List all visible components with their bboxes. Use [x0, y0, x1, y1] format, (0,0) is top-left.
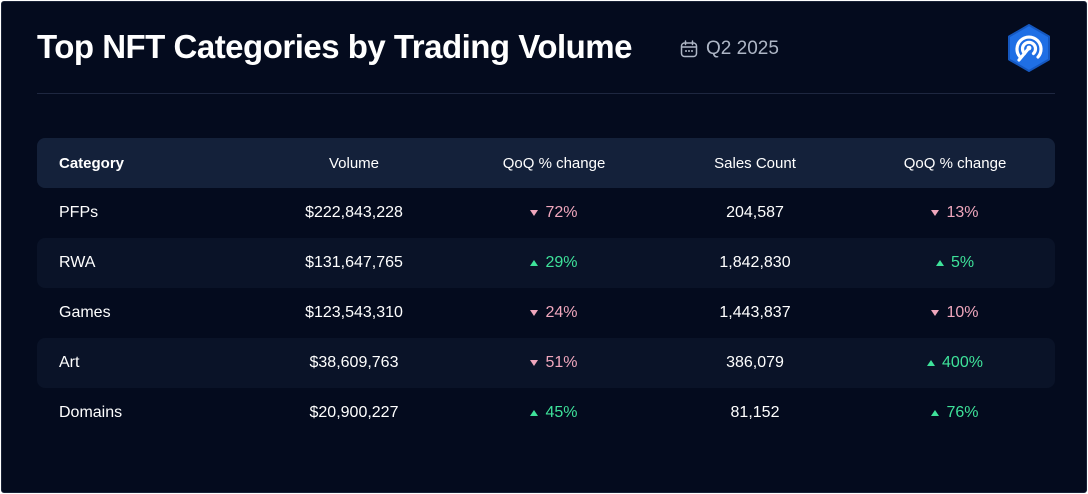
table-row: Games $123,543,310 24% 1,443,837 10%	[37, 288, 1055, 338]
volume-change-cell: 24%	[454, 288, 654, 338]
category-cell: Art	[59, 354, 80, 371]
triangle-down-icon	[530, 210, 539, 216]
volume-cell: $38,609,763	[309, 354, 399, 371]
change-value: 400%	[942, 354, 983, 371]
category-cell: Domains	[59, 404, 123, 421]
change-down: 10%	[931, 304, 979, 322]
change-value: 5%	[950, 254, 975, 271]
sales-change-cell: 76%	[855, 388, 1055, 438]
change-up: 76%	[931, 404, 979, 422]
column-header-volume-change: QoQ % change	[502, 154, 606, 172]
volume-change-cell: 51%	[454, 338, 654, 388]
change-value: 10%	[946, 304, 979, 321]
table-row: Domains $20,900,227 45% 81,152 76%	[37, 388, 1055, 438]
triangle-up-icon	[530, 260, 539, 266]
triangle-up-icon	[530, 410, 539, 416]
sales-count-cell: 1,443,837	[719, 304, 791, 321]
sales-count-cell: 204,587	[726, 204, 784, 221]
header-divider	[37, 93, 1055, 94]
column-header-volume: Volume	[328, 154, 380, 172]
period-text: Q2 2025	[706, 38, 779, 59]
sales-count-cell: 81,152	[730, 404, 780, 421]
change-up: 45%	[530, 404, 578, 422]
change-down: 72%	[530, 204, 578, 222]
category-cell: PFPs	[59, 204, 99, 221]
period-label: Q2 2025	[680, 38, 779, 60]
volume-cell: $222,843,228	[305, 204, 403, 221]
table-header-row: Category Volume QoQ % change Sales Count…	[37, 138, 1055, 188]
table-row: Art $38,609,763 51% 386,079 400%	[37, 338, 1055, 388]
change-value: 13%	[946, 204, 979, 221]
triangle-down-icon	[530, 360, 539, 366]
sales-change-cell: 5%	[855, 238, 1055, 288]
triangle-down-icon	[530, 310, 539, 316]
brand-logo-icon	[1004, 23, 1054, 78]
change-up: 400%	[927, 354, 983, 372]
table-row: RWA $131,647,765 29% 1,842,830 5%	[37, 238, 1055, 288]
column-header-category: Category	[59, 154, 125, 172]
categories-table: Category Volume QoQ % change Sales Count…	[37, 138, 1055, 438]
volume-change-cell: 72%	[454, 188, 654, 238]
sales-change-cell: 400%	[855, 338, 1055, 388]
category-cell: Games	[59, 304, 111, 321]
calendar-icon	[680, 40, 698, 58]
change-value: 24%	[545, 304, 578, 321]
column-header-sales-change: QoQ % change	[903, 154, 1007, 172]
change-value: 29%	[545, 254, 578, 271]
volume-change-cell: 29%	[454, 238, 654, 288]
triangle-up-icon	[927, 360, 936, 366]
change-up: 5%	[935, 254, 975, 272]
sales-count-cell: 386,079	[726, 354, 784, 371]
column-header-sales-count: Sales Count	[714, 154, 796, 172]
change-value: 72%	[545, 204, 578, 221]
volume-cell: $131,647,765	[305, 254, 403, 271]
change-down: 24%	[530, 304, 578, 322]
sales-change-cell: 10%	[855, 288, 1055, 338]
volume-change-cell: 45%	[454, 388, 654, 438]
volume-cell: $20,900,227	[309, 404, 399, 421]
change-down: 13%	[931, 204, 979, 222]
table-row: PFPs $222,843,228 72% 204,587 13%	[37, 188, 1055, 238]
change-down: 51%	[530, 354, 578, 372]
triangle-up-icon	[931, 410, 940, 416]
change-value: 51%	[545, 354, 578, 371]
triangle-up-icon	[935, 260, 944, 266]
change-value: 45%	[545, 404, 578, 421]
sales-count-cell: 1,842,830	[719, 254, 791, 271]
triangle-down-icon	[931, 210, 940, 216]
change-value: 76%	[946, 404, 979, 421]
category-cell: RWA	[59, 254, 96, 271]
change-up: 29%	[530, 254, 578, 272]
triangle-down-icon	[931, 310, 940, 316]
sales-change-cell: 13%	[855, 188, 1055, 238]
page-title: Top NFT Categories by Trading Volume	[37, 28, 633, 65]
volume-cell: $123,543,310	[305, 304, 403, 321]
